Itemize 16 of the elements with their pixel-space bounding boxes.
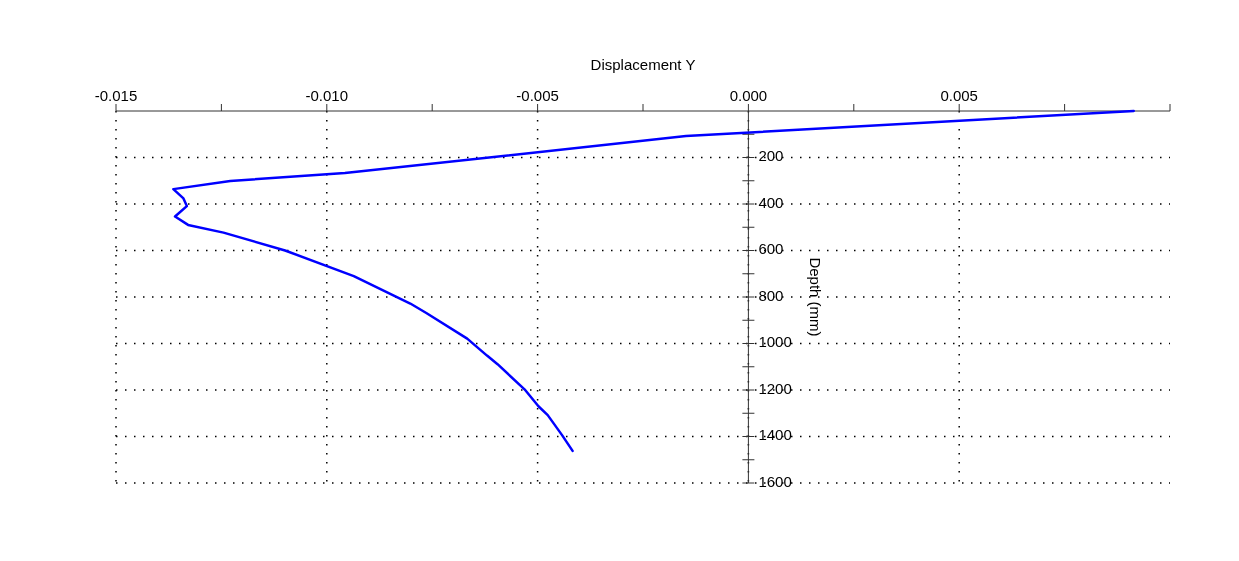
y-tick-label: 400 (758, 193, 784, 211)
x-axis-title: Displacement Y (590, 56, 696, 73)
x-tick-label: -0.010 (305, 87, 349, 104)
y-tick-label: 600 (758, 240, 784, 258)
x-tick-label: 0.005 (940, 87, 978, 104)
y-tick-label: 1400 (758, 426, 792, 444)
x-tick-label: -0.005 (516, 87, 559, 104)
y-tick-label: 1200 (758, 379, 792, 397)
y-tick-label: 1600 (758, 472, 792, 490)
line-series (172, 109, 1135, 453)
y-tick-label: 1000 (758, 333, 792, 351)
y-tick-label: 200 (758, 147, 784, 165)
y-tick-label: 800 (758, 286, 784, 304)
x-tick-label: 0.000 (729, 87, 768, 104)
y-axis-title: Depth (mm) (807, 257, 825, 337)
x-tick-label: -0.015 (94, 87, 138, 104)
